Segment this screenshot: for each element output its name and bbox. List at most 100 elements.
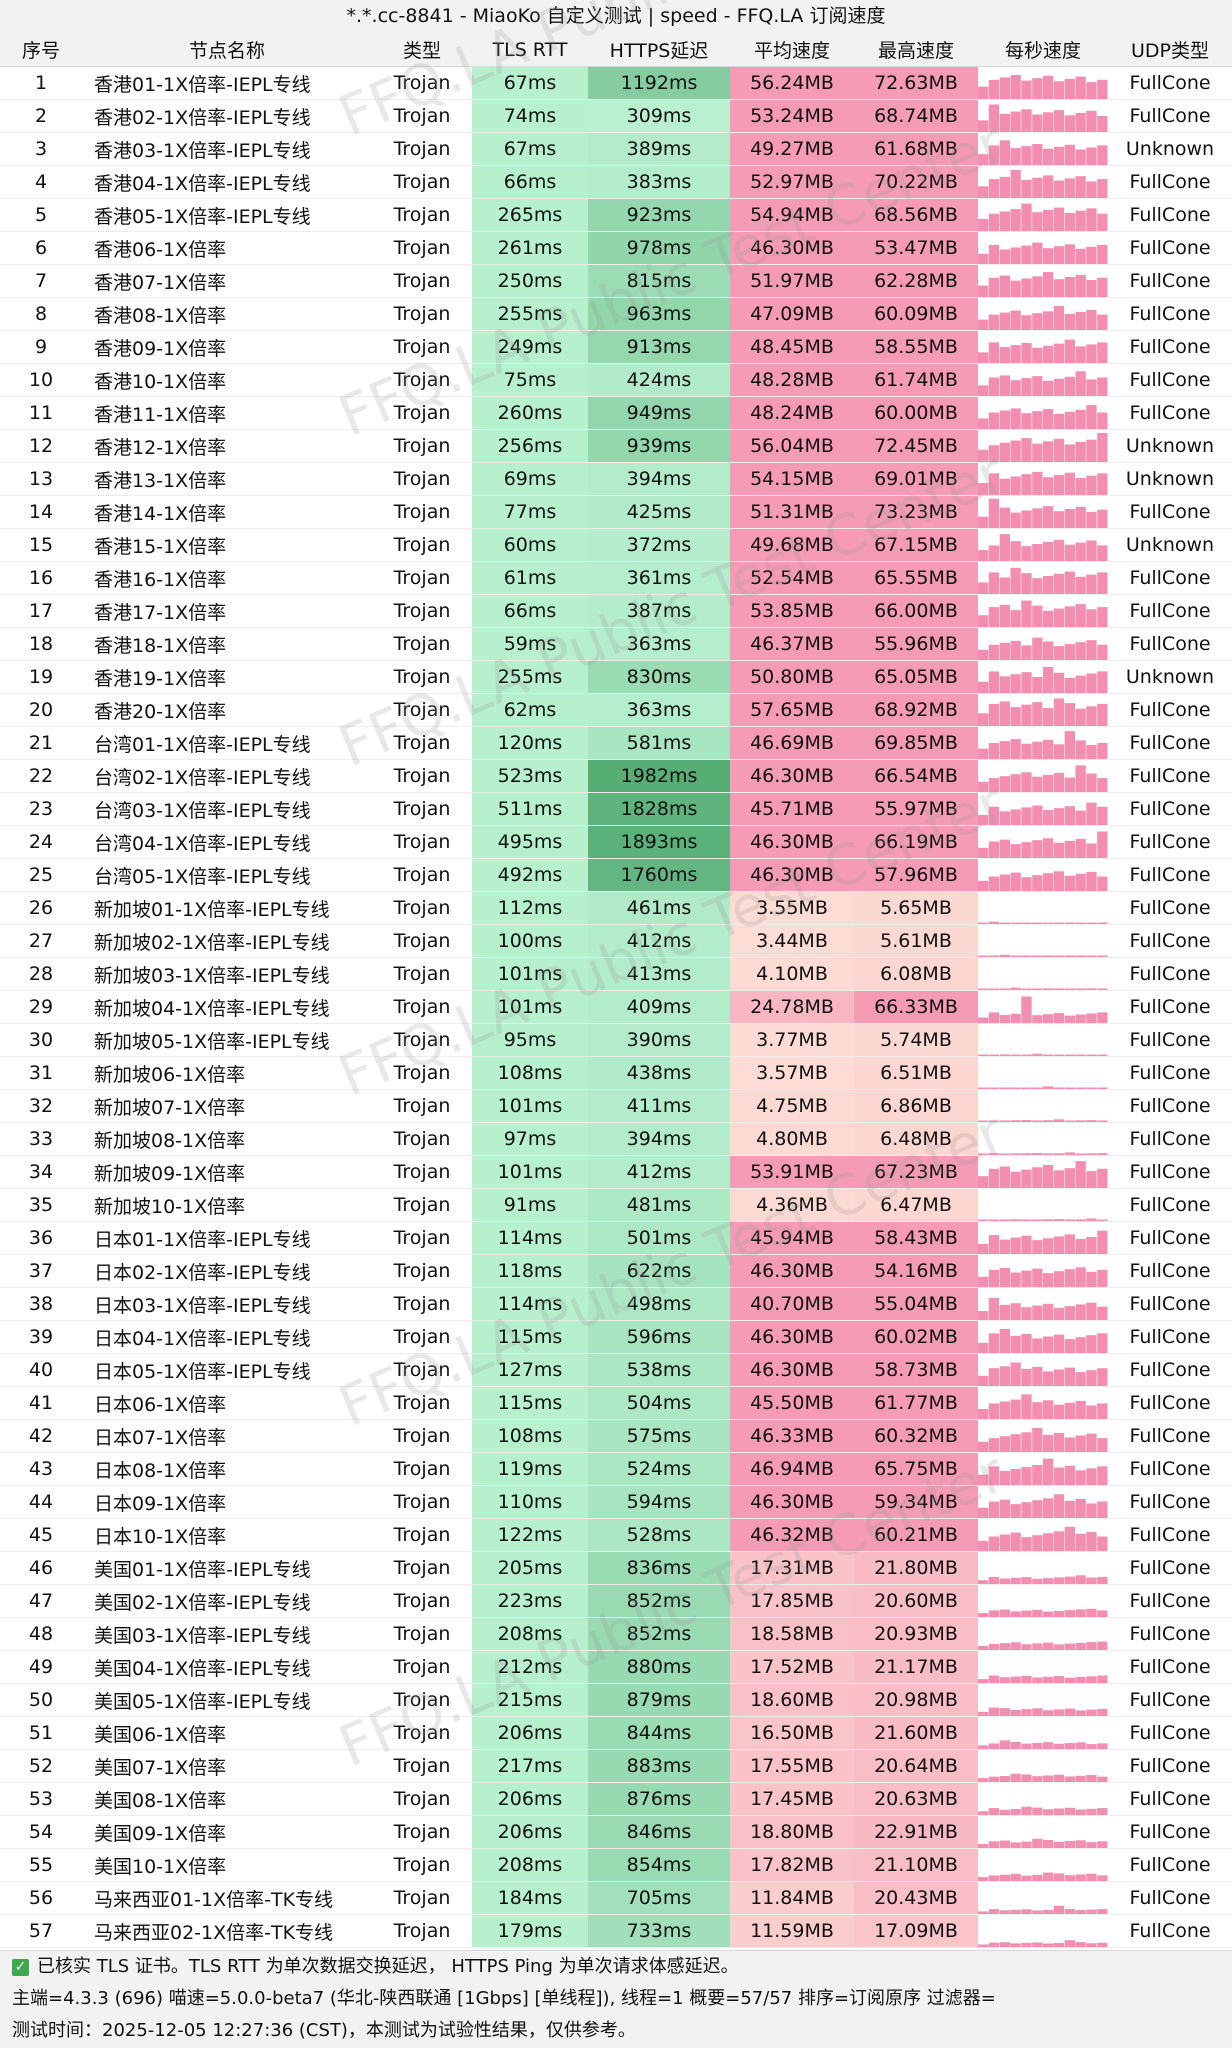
col-header-name[interactable]: 节点名称 (82, 33, 372, 67)
sparkline-bar (1010, 1013, 1021, 1023)
table-row[interactable]: 13 香港13-1X倍率 Trojan 69ms 394ms 54.15MB 69.01MB… (0, 462, 1232, 496)
col-header-https-delay[interactable]: HTTPS延迟 (588, 33, 730, 67)
table-row[interactable]: 26 新加坡01-1X倍率-IEPL专线 Trojan 112ms 461ms 3.55M… (0, 891, 1232, 925)
table-row[interactable]: 54 美国09-1X倍率 Trojan 206ms 846ms 18.80MB 22.91M… (0, 1815, 1232, 1849)
table-row[interactable]: 35 新加坡10-1X倍率 Trojan 91ms 481ms 4.36MB 6.47MB F… (0, 1188, 1232, 1222)
table-row[interactable]: 1 香港01-1X倍率-IEPL专线 Trojan 67ms 1192ms 56.24MB… (0, 66, 1232, 100)
node-type: Trojan (372, 693, 472, 727)
table-row[interactable]: 27 新加坡02-1X倍率-IEPL专线 Trojan 100ms 412ms 3.44M… (0, 924, 1232, 958)
table-row[interactable]: 41 日本06-1X倍率 Trojan 115ms 504ms 45.50MB 61.77M… (0, 1386, 1232, 1420)
sparkline-bar (978, 1911, 989, 1914)
table-row[interactable]: 21 台湾01-1X倍率-IEPL专线 Trojan 120ms 581ms 46.69M… (0, 726, 1232, 760)
table-row[interactable]: 24 台湾04-1X倍率-IEPL专线 Trojan 495ms 1893ms 46.30… (0, 825, 1232, 859)
table-row[interactable]: 6 香港06-1X倍率 Trojan 261ms 978ms 46.30MB 53.47MB… (0, 231, 1232, 265)
table-row[interactable]: 40 日本05-1X倍率-IEPL专线 Trojan 127ms 538ms 46.30M… (0, 1353, 1232, 1387)
per-second-sparkline (978, 1419, 1108, 1453)
table-row[interactable]: 32 新加坡07-1X倍率 Trojan 101ms 411ms 4.75MB 6.86MB… (0, 1089, 1232, 1123)
col-header-max-speed[interactable]: 最高速度 (854, 33, 978, 67)
avg-speed: 50.80MB (730, 660, 854, 694)
table-row[interactable]: 28 新加坡03-1X倍率-IEPL专线 Trojan 101ms 413ms 4.10M… (0, 957, 1232, 991)
table-row[interactable]: 20 香港20-1X倍率 Trojan 62ms 363ms 57.65MB 68.92MB… (0, 693, 1232, 727)
table-row[interactable]: 38 日本03-1X倍率-IEPL专线 Trojan 114ms 498ms 40.70M… (0, 1287, 1232, 1321)
col-header-per-second[interactable]: 每秒速度 (978, 33, 1108, 67)
table-row[interactable]: 9 香港09-1X倍率 Trojan 249ms 913ms 48.45MB 58.55MB… (0, 330, 1232, 364)
table-row[interactable]: 7 香港07-1X倍率 Trojan 250ms 815ms 51.97MB 62.28MB… (0, 264, 1232, 298)
table-row[interactable]: 4 香港04-1X倍率-IEPL专线 Trojan 66ms 383ms 52.97MB 7… (0, 165, 1232, 199)
sparkline-chart (978, 339, 1108, 363)
table-row[interactable]: 25 台湾05-1X倍率-IEPL专线 Trojan 492ms 1760ms 46.30… (0, 858, 1232, 892)
table-row[interactable]: 51 美国06-1X倍率 Trojan 206ms 844ms 16.50MB 21.60M… (0, 1716, 1232, 1750)
table-row[interactable]: 34 新加坡09-1X倍率 Trojan 101ms 412ms 53.91MB 67.23… (0, 1155, 1232, 1189)
table-row[interactable]: 10 香港10-1X倍率 Trojan 75ms 424ms 48.28MB 61.74MB… (0, 363, 1232, 397)
table-row[interactable]: 8 香港08-1X倍率 Trojan 255ms 963ms 47.09MB 60.09MB… (0, 297, 1232, 331)
sparkline-bar (1021, 378, 1032, 396)
table-row[interactable]: 47 美国02-1X倍率-IEPL专线 Trojan 223ms 852ms 17.85M… (0, 1584, 1232, 1618)
table-row[interactable]: 45 日本10-1X倍率 Trojan 122ms 528ms 46.32MB 60.21M… (0, 1518, 1232, 1552)
table-row[interactable]: 50 美国05-1X倍率-IEPL专线 Trojan 215ms 879ms 18.60M… (0, 1683, 1232, 1717)
col-header-tls-rtt[interactable]: TLS RTT (472, 33, 588, 67)
sparkline-bar (1043, 1533, 1054, 1551)
sparkline-bar (1097, 1875, 1108, 1881)
sparkline-bar (1097, 607, 1108, 627)
table-row[interactable]: 53 美国08-1X倍率 Trojan 206ms 876ms 17.45MB 20.63M… (0, 1782, 1232, 1816)
sparkline-bar (988, 1610, 1000, 1617)
table-row[interactable]: 12 香港12-1X倍率 Trojan 256ms 939ms 56.04MB 72.45M… (0, 429, 1232, 463)
sparkline-bar (999, 1643, 1010, 1650)
table-row[interactable]: 52 美国07-1X倍率 Trojan 217ms 883ms 17.55MB 20.64M… (0, 1749, 1232, 1783)
table-row[interactable]: 11 香港11-1X倍率 Trojan 260ms 949ms 48.24MB 60.00M… (0, 396, 1232, 430)
per-second-sparkline (978, 990, 1108, 1024)
table-row[interactable]: 42 日本07-1X倍率 Trojan 108ms 575ms 46.33MB 60.32M… (0, 1419, 1232, 1453)
sparkline-bar (1075, 248, 1086, 264)
sparkline-bar (1086, 379, 1097, 396)
table-row[interactable]: 44 日本09-1X倍率 Trojan 110ms 594ms 46.30MB 59.34M… (0, 1485, 1232, 1519)
sparkline-bar (999, 741, 1010, 759)
sparkline-bar (1053, 1236, 1065, 1254)
table-row[interactable]: 30 新加坡05-1X倍率-IEPL专线 Trojan 95ms 390ms 3.77MB… (0, 1023, 1232, 1057)
sparkline-bar (988, 545, 1000, 561)
table-row[interactable]: 31 新加坡06-1X倍率 Trojan 108ms 438ms 3.57MB 6.51MB… (0, 1056, 1232, 1090)
table-row[interactable]: 36 日本01-1X倍率-IEPL专线 Trojan 114ms 501ms 45.94M… (0, 1221, 1232, 1255)
table-row[interactable]: 56 马来西亚01-1X倍率-TK专线 Trojan 184ms 705ms 11.84M… (0, 1881, 1232, 1915)
table-row[interactable]: 14 香港14-1X倍率 Trojan 77ms 425ms 51.31MB 73.23MB… (0, 495, 1232, 529)
col-header-index[interactable]: 序号 (0, 33, 82, 67)
table-row[interactable]: 33 新加坡08-1X倍率 Trojan 97ms 394ms 4.80MB 6.48MB F… (0, 1122, 1232, 1156)
per-second-sparkline (978, 66, 1108, 100)
sparkline-bar (1097, 1153, 1108, 1155)
table-row[interactable]: 19 香港19-1X倍率 Trojan 255ms 830ms 50.80MB 65.05M… (0, 660, 1232, 694)
node-name: 香港04-1X倍率-IEPL专线 (82, 165, 372, 199)
sparkline-bar (1021, 1942, 1032, 1947)
table-row[interactable]: 55 美国10-1X倍率 Trojan 208ms 854ms 17.82MB 21.10M… (0, 1848, 1232, 1882)
udp-type: FullCone (1108, 693, 1232, 727)
udp-type: FullCone (1108, 1848, 1232, 1882)
sparkline-bar (1086, 1405, 1097, 1419)
table-row[interactable]: 18 香港18-1X倍率 Trojan 59ms 363ms 46.37MB 55.96MB… (0, 627, 1232, 661)
per-second-sparkline (978, 1452, 1108, 1486)
sparkline-bar (1064, 703, 1075, 726)
table-row[interactable]: 5 香港05-1X倍率-IEPL专线 Trojan 265ms 923ms 54.94MB… (0, 198, 1232, 232)
col-header-type[interactable]: 类型 (372, 33, 472, 67)
table-row[interactable]: 46 美国01-1X倍率-IEPL专线 Trojan 205ms 836ms 17.31M… (0, 1551, 1232, 1585)
table-row[interactable]: 49 美国04-1X倍率-IEPL专线 Trojan 212ms 880ms 17.52M… (0, 1650, 1232, 1684)
table-row[interactable]: 39 日本04-1X倍率-IEPL专线 Trojan 115ms 596ms 46.30M… (0, 1320, 1232, 1354)
table-row[interactable]: 17 香港17-1X倍率 Trojan 66ms 387ms 53.85MB 66.00MB… (0, 594, 1232, 628)
node-name: 日本04-1X倍率-IEPL专线 (82, 1320, 372, 1354)
table-row[interactable]: 48 美国03-1X倍率-IEPL专线 Trojan 208ms 852ms 18.58M… (0, 1617, 1232, 1651)
avg-speed: 52.97MB (730, 165, 854, 199)
table-row[interactable]: 23 台湾03-1X倍率-IEPL专线 Trojan 511ms 1828ms 45.71… (0, 792, 1232, 826)
table-row[interactable]: 15 香港15-1X倍率 Trojan 60ms 372ms 49.68MB 67.15MB… (0, 528, 1232, 562)
sparkline-bar (1021, 1875, 1032, 1881)
node-type: Trojan (372, 1221, 472, 1255)
table-row[interactable]: 43 日本08-1X倍率 Trojan 119ms 524ms 46.94MB 65.75M… (0, 1452, 1232, 1486)
table-row[interactable]: 37 日本02-1X倍率-IEPL专线 Trojan 118ms 622ms 46.30M… (0, 1254, 1232, 1288)
table-row[interactable]: 2 香港02-1X倍率-IEPL专线 Trojan 74ms 309ms 53.24MB 6… (0, 99, 1232, 133)
sparkline-bar (1053, 772, 1065, 792)
sparkline-bar (1021, 80, 1032, 99)
avg-speed: 46.69MB (730, 726, 854, 760)
table-row[interactable]: 3 香港03-1X倍率-IEPL专线 Trojan 67ms 389ms 49.27MB 6… (0, 132, 1232, 166)
table-row[interactable]: 16 香港16-1X倍率 Trojan 61ms 361ms 52.54MB 65.55MB… (0, 561, 1232, 595)
col-header-avg-speed[interactable]: 平均速度 (730, 33, 854, 67)
table-row[interactable]: 57 马来西亚02-1X倍率-TK专线 Trojan 179ms 733ms 11.59M… (0, 1914, 1232, 1948)
table-row[interactable]: 22 台湾02-1X倍率-IEPL专线 Trojan 523ms 1982ms 46.30… (0, 759, 1232, 793)
table-row[interactable]: 29 新加坡04-1X倍率-IEPL专线 Trojan 101ms 409ms 24.78… (0, 990, 1232, 1024)
col-header-udp-type[interactable]: UDP类型 (1108, 33, 1232, 67)
